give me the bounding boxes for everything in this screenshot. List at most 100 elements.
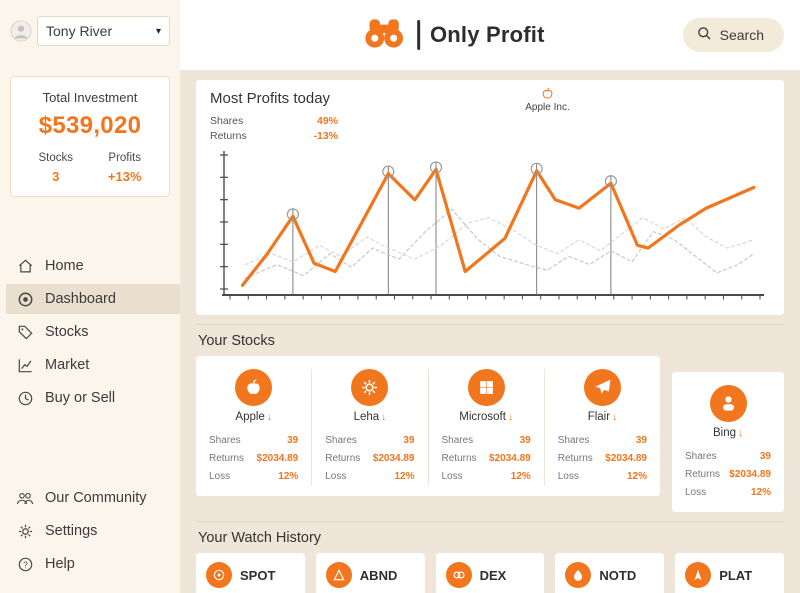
trend-down-icon: ↓ xyxy=(381,412,387,423)
profit-line-chart xyxy=(220,151,764,300)
stock-card-bing-wrap: Bing ↓ Shares 39 Returns $2034.89 Loss 12% xyxy=(672,372,784,512)
target-circle-icon xyxy=(206,562,232,588)
sidebar-item-help[interactable]: ? Help xyxy=(10,549,170,579)
your-stocks-row: Apple ↓ Shares 39 Returns $2034.89 Loss 12% … xyxy=(196,356,784,512)
stocks-label: Stocks xyxy=(38,152,73,164)
dashboard-icon xyxy=(16,290,34,308)
line-chart-icon xyxy=(16,356,34,374)
stock-name: Flair xyxy=(587,411,611,423)
search-input[interactable]: Search xyxy=(682,18,784,52)
loss-value: 12% xyxy=(278,470,299,482)
returns-value: $2034.89 xyxy=(372,452,415,464)
shares-value: 39 xyxy=(403,434,415,446)
returns-label: Returns xyxy=(325,452,361,464)
loss-value: 12% xyxy=(626,470,647,482)
watch-history-row: SPOT Shareholders490k Profit05% ABND Sha… xyxy=(196,553,784,593)
chevron-down-icon: ▾ xyxy=(155,25,161,37)
main-area: Only Profit Search Most Profits today Sh… xyxy=(180,0,800,593)
coins-icon xyxy=(445,562,472,588)
returns-label: Returns xyxy=(209,452,245,464)
watch-ticker: NOTD xyxy=(599,567,637,583)
shares-value: 39 xyxy=(759,450,771,462)
sidebar-item-buy-or-sell[interactable]: Buy or Sell xyxy=(10,383,170,413)
top-bar: Only Profit Search xyxy=(180,0,800,70)
sidebar-item-market[interactable]: Market xyxy=(10,350,170,380)
user-selector[interactable]: Tony River ▾ xyxy=(10,16,170,46)
your-stocks-card: Apple ↓ Shares 39 Returns $2034.89 Loss 12% … xyxy=(196,356,660,496)
shares-label: Shares xyxy=(209,434,241,446)
plane-icon xyxy=(583,369,621,406)
search-icon xyxy=(697,26,712,44)
total-investment-card: Total Investment $539,020 Stocks 3 Profi… xyxy=(10,76,170,197)
loss-label: Loss xyxy=(209,470,231,482)
watch-card-spot[interactable]: SPOT Shareholders490k Profit05% xyxy=(196,553,305,593)
home-icon xyxy=(16,257,34,275)
investment-amount: $539,020 xyxy=(38,112,142,139)
trend-down-icon: ↓ xyxy=(507,412,513,423)
stock-card-apple[interactable]: Apple ↓ Shares 39 Returns $2034.89 Loss 12% xyxy=(196,369,313,485)
loss-label: Loss xyxy=(685,486,707,498)
chart-company-name: Apple Inc. xyxy=(525,102,570,113)
shares-value: 39 xyxy=(519,434,531,446)
search-label: Search xyxy=(719,27,764,43)
stock-card-leha[interactable]: Leha ↓ Shares 39 Returns $2034.89 Loss 12% xyxy=(312,369,429,485)
stock-card-bing[interactable]: Bing ↓ Shares 39 Returns $2034.89 Loss 12% xyxy=(672,385,784,501)
watch-card-notd[interactable]: NOTD Shareholders490k Profit05% xyxy=(555,553,665,593)
logo-divider xyxy=(416,20,420,50)
watch-ticker: DEX xyxy=(479,567,507,583)
tag-icon xyxy=(16,323,34,341)
returns-label: Returns xyxy=(441,452,477,464)
stock-name: Leha xyxy=(353,411,380,423)
returns-label: Returns xyxy=(557,452,593,464)
question-icon: ? xyxy=(16,555,34,573)
returns-value: $2034.89 xyxy=(489,452,531,464)
shares-label: Shares xyxy=(557,434,590,446)
trend-down-icon: ↓ xyxy=(612,412,618,423)
sidebar-item-settings[interactable]: Settings xyxy=(10,516,170,546)
sidebar-item-label: Dashboard xyxy=(45,291,116,307)
sidebar-item-our-community[interactable]: Our Community xyxy=(10,483,170,513)
clock-arrow-icon xyxy=(16,389,34,407)
watch-ticker: PLAT xyxy=(719,567,753,583)
robot-icon xyxy=(709,385,747,422)
shares-label: Shares xyxy=(685,450,717,462)
stock-name: Bing xyxy=(712,427,737,439)
shares-value: 39 xyxy=(635,434,647,446)
watch-card-abnd[interactable]: ABND Shareholders490k Profit05% xyxy=(315,553,425,593)
sidebar-item-home[interactable]: Home xyxy=(10,251,170,281)
returns-value: $2034.89 xyxy=(256,452,299,464)
sidebar-item-dashboard[interactable]: Dashboard xyxy=(6,284,180,314)
sidebar-item-label: Our Community xyxy=(45,490,147,506)
sidebar-item-stocks[interactable]: Stocks xyxy=(10,317,170,347)
sidebar-item-label: Stocks xyxy=(45,324,89,340)
gear-icon xyxy=(16,522,34,540)
watch-history-title: Your Watch History xyxy=(196,521,784,553)
shares-value: 39 xyxy=(287,434,299,446)
trend-down-icon: ↓ xyxy=(738,428,744,439)
rocket-icon xyxy=(685,562,712,588)
triangle-icon xyxy=(325,562,352,588)
app-logo: Only Profit xyxy=(361,17,545,54)
returns-value: -13% xyxy=(313,129,338,142)
binoculars-logo-icon xyxy=(361,17,407,54)
loss-label: Loss xyxy=(325,470,347,482)
stocks-value: 3 xyxy=(52,169,60,184)
investment-title: Total Investment xyxy=(42,90,138,105)
svg-text:?: ? xyxy=(23,560,28,569)
sidebar-item-label: Buy or Sell xyxy=(45,390,116,406)
watch-card-dex[interactable]: DEX Shareholders490k Profit05% xyxy=(435,553,545,593)
sidebar-item-label: Settings xyxy=(45,523,98,539)
watch-card-plat[interactable]: PLAT Shareholders490k Profit05% xyxy=(675,553,784,593)
stock-card-flair[interactable]: Flair ↓ Shares 39 Returns $2034.89 Loss 12% xyxy=(545,369,660,485)
sidebar-nav: Home Dashboard Stocks Market Buy or Sell xyxy=(6,251,180,413)
your-stocks-title: Your Stocks xyxy=(196,324,784,356)
people-icon xyxy=(16,489,34,507)
shares-label: Shares xyxy=(441,434,474,446)
loss-label: Loss xyxy=(557,470,579,482)
loss-value: 12% xyxy=(394,470,415,482)
stock-card-microsoft[interactable]: Microsoft ↓ Shares 39 Returns $2034.89 Loss… xyxy=(429,369,545,485)
gear-icon xyxy=(351,369,389,406)
user-dropdown[interactable]: Tony River ▾ xyxy=(37,16,170,46)
stock-name: Microsoft xyxy=(459,411,506,423)
window-grid-icon xyxy=(467,369,505,406)
